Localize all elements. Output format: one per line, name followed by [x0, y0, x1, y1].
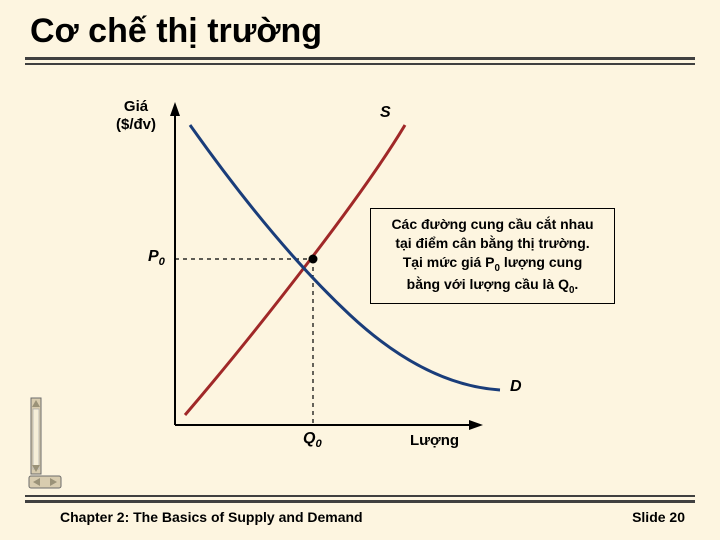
- title-divider: [25, 57, 695, 65]
- x-axis-label: Lượng: [410, 432, 459, 449]
- caption-l3a: Tại mức giá P: [403, 254, 495, 270]
- y-axis-label: Giá ($/đv): [116, 98, 156, 134]
- caption-l2: tại điểm cân bằng thị trường.: [395, 235, 589, 251]
- caption-l4a: bằng với lượng cầu là Q: [407, 276, 569, 292]
- x-axis-arrow: [469, 420, 483, 430]
- p0-label: P0: [148, 248, 165, 268]
- y-axis-label-line2: ($/đv): [116, 116, 156, 133]
- slide: Cơ chế thị trường Giá ($/đv) S D Lượng P…: [0, 0, 720, 540]
- supply-label: S: [380, 104, 391, 122]
- caption-l3b: lượng cung: [500, 254, 582, 270]
- slide-title: Cơ chế thị trường: [0, 0, 720, 57]
- y-axis-arrow: [170, 102, 180, 116]
- caption-l1: Các đường cung cầu cắt nhau: [391, 216, 593, 232]
- q0-label: Q0: [303, 430, 322, 450]
- demand-label: D: [510, 378, 522, 396]
- footer-chapter: Chapter 2: The Basics of Supply and Dema…: [60, 509, 363, 525]
- equilibrium-point: [309, 255, 318, 264]
- supply-demand-chart: Giá ($/đv) S D Lượng P0 Q0 Các đường cun…: [70, 90, 650, 460]
- equilibrium-caption-box: Các đường cung cầu cắt nhau tại điểm cân…: [370, 208, 615, 304]
- nav-widget[interactable]: [28, 397, 62, 492]
- y-axis-label-line1: Giá: [124, 98, 148, 115]
- footer-slide-number: Slide 20: [632, 509, 685, 525]
- slide-footer: Chapter 2: The Basics of Supply and Dema…: [0, 495, 720, 540]
- caption-l4b: .: [574, 276, 578, 292]
